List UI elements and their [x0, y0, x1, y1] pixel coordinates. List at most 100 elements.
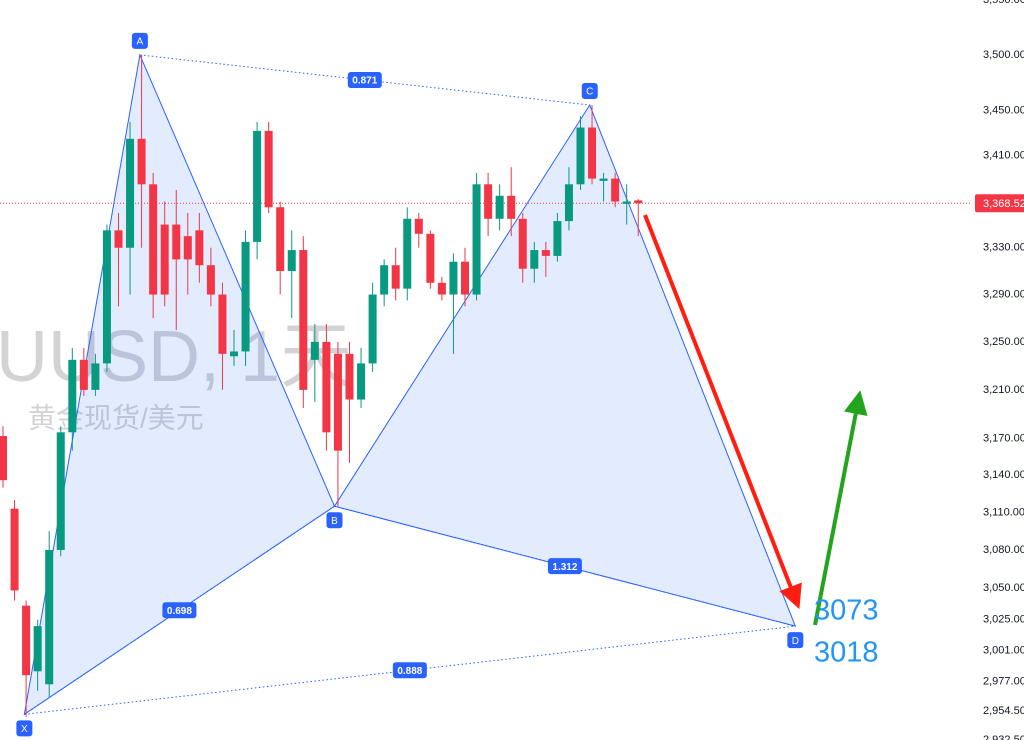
overlay: 3073 3018: [643, 214, 879, 669]
candle-body: [426, 233, 435, 283]
candle-body: [599, 178, 608, 181]
ratio-label: 0.888: [397, 666, 422, 677]
point-box: [16, 720, 33, 737]
pattern-ratio-line: [24, 625, 796, 715]
candle-body: [33, 626, 42, 672]
candle-body: [102, 230, 111, 364]
candle-body: [126, 138, 135, 248]
axis-bg: [972, 0, 1024, 740]
point-label: D: [792, 636, 799, 647]
candle-body: [10, 508, 19, 591]
point-label: X: [21, 724, 28, 735]
candle-body: [253, 130, 262, 242]
candle-body: [79, 359, 88, 390]
candle-body: [414, 218, 423, 234]
candle-body: [357, 363, 366, 400]
candle-body: [588, 127, 597, 179]
candle-body: [114, 230, 123, 248]
point-box: [131, 32, 148, 49]
candle-body: [622, 201, 631, 204]
candle-body: [472, 184, 481, 295]
candle-body: [345, 353, 354, 400]
y-tick-label: 3,210.00: [983, 384, 1024, 396]
y-tick-label: 3,550.00: [983, 0, 1024, 6]
candle-body: [0, 435, 7, 481]
y-tick-label: 2,977.00: [983, 676, 1024, 688]
y-tick-label: 3,450.00: [983, 105, 1024, 117]
candle-body: [391, 265, 400, 289]
y-tick-label: 3,080.00: [983, 544, 1024, 556]
current-price-box: [975, 194, 1024, 213]
current-price-label: 3,368.52: [983, 198, 1024, 210]
pattern-ratio-line: [334, 505, 796, 627]
ratio-box: [347, 71, 382, 88]
y-tick-label: 2,932.50: [983, 734, 1024, 740]
ratio-box: [547, 558, 582, 575]
pattern-ratio-line: [139, 54, 590, 106]
candle-body: [530, 250, 539, 269]
ratio-label: 0.871: [352, 76, 377, 87]
point-label: C: [586, 87, 593, 98]
y-tick-label: 3,410.00: [983, 150, 1024, 162]
watermark-symbol: UUSD, 1天: [0, 317, 352, 397]
candle-body: [449, 261, 458, 295]
up-arrow: [813, 390, 868, 626]
candle-body: [56, 432, 65, 550]
candle-body: [241, 241, 250, 352]
candle-body: [91, 363, 100, 390]
ratio-box: [392, 662, 427, 679]
candle-body: [403, 218, 412, 289]
pattern-area: [333, 103, 797, 627]
candle-body: [310, 341, 319, 360]
candle-body: [172, 224, 181, 260]
ratio-label: 0.698: [167, 606, 192, 617]
candle-body: [507, 195, 516, 219]
candle-body: [634, 200, 643, 204]
point-box: [326, 512, 343, 529]
candle-body: [206, 265, 215, 295]
point-box: [581, 83, 598, 100]
y-tick-label: 3,290.00: [983, 288, 1024, 300]
y-tick-label: 3,001.00: [983, 644, 1024, 656]
candle-body: [195, 230, 204, 266]
candle-body: [564, 184, 573, 222]
ratio-label: 1.312: [552, 562, 577, 573]
point-box: [787, 632, 804, 649]
candle-body: [437, 282, 446, 295]
candle-body: [380, 265, 389, 295]
y-tick-label: 3,250.00: [983, 336, 1024, 348]
y-tick-label: 2,954.50: [983, 705, 1024, 717]
down-arrow: [643, 214, 802, 610]
candles: [0, 54, 643, 717]
point-label: A: [137, 37, 144, 48]
candle-body: [22, 605, 31, 676]
candle-body: [149, 184, 158, 295]
candle-body: [183, 236, 192, 260]
candle-body: [611, 178, 620, 202]
price-axis: 3,550.00 3,500.00 3,450.00 3,410.00 3,330.00…: [972, 0, 1024, 740]
ratio-box: [162, 602, 197, 619]
candle-body: [137, 138, 146, 185]
candle-body: [264, 130, 273, 208]
candle-body: [576, 127, 585, 185]
candle-body: [276, 207, 285, 272]
candle-body: [45, 549, 54, 685]
candle-body: [541, 250, 550, 256]
candle-body: [368, 294, 377, 364]
watermark-description: 黄金现货/美元: [28, 402, 204, 433]
candle-body: [287, 250, 296, 272]
candle-body: [68, 359, 77, 433]
watermark: UUSD, 1天 黄金现货/美元: [0, 317, 352, 433]
candle-body: [461, 261, 469, 295]
candle-body: [333, 353, 342, 451]
y-tick-label: 3,170.00: [983, 432, 1024, 444]
y-tick-label: 3,110.00: [983, 506, 1024, 518]
candle-body: [518, 218, 527, 269]
y-tick-label: 3,050.00: [983, 582, 1024, 594]
candle-body: [160, 224, 169, 295]
candle-body: [484, 184, 493, 219]
candle-body: [299, 250, 308, 390]
candle-body: [322, 341, 331, 433]
target-label: 3073: [814, 595, 879, 627]
